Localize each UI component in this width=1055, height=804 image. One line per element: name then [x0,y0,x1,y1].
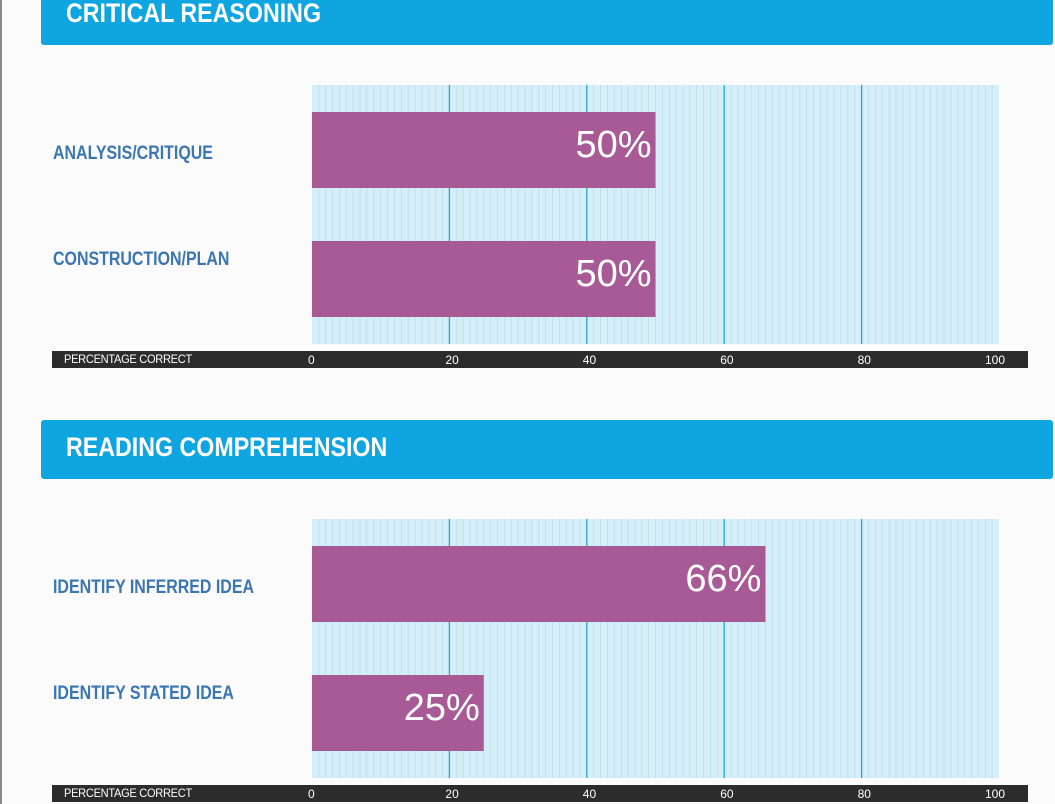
x-axis-bar: PERCENTAGE CORRECT 0 20 40 60 80 100 [52,785,1028,802]
bar-value-label: 66% [685,558,761,600]
x-tick-label: 100 [985,787,1006,801]
x-tick-label: 80 [857,787,871,801]
bar-1 [312,112,656,188]
x-tick-label: 0 [308,787,315,801]
x-tick-label: 0 [308,353,315,367]
bar-chart-reading-comprehension: 66% 25% [312,519,999,778]
section-title: READING COMPREHENSION [66,432,388,462]
x-axis-bar: PERCENTAGE CORRECT 0 20 40 60 80 100 [52,351,1028,368]
category-label-construction-plan: CONSTRUCTION/PLAN [53,249,230,270]
x-tick-label: 80 [857,353,871,367]
category-label-identify-stated-idea: IDENTIFY STATED IDEA [53,683,234,704]
category-label-identify-inferred-idea: IDENTIFY INFERRED IDEA [53,577,254,598]
bar-value-label: 25% [404,687,480,729]
bar-2 [312,675,484,751]
bar-value-label: 50% [575,124,651,166]
x-tick-label: 40 [582,787,597,801]
x-axis-title: PERCENTAGE CORRECT [64,352,192,366]
x-axis-title: PERCENTAGE CORRECT [64,786,192,800]
category-label-analysis-critique: ANALYSIS/CRITIQUE [53,143,213,164]
section-header-reading-comprehension: READING COMPREHENSION [41,420,1053,479]
section-header-critical-reasoning: CRITICAL REASONING [41,0,1053,45]
x-tick-label: 100 [985,353,1006,367]
bar-1 [312,546,766,622]
left-border [0,0,2,804]
x-tick-label: 20 [445,353,459,367]
x-tick-label: 40 [582,353,597,367]
bar-value-label: 50% [575,253,651,295]
x-tick-label: 60 [720,787,734,801]
bar-2 [312,241,656,317]
bar-chart-critical-reasoning: 50% 50% [312,85,999,344]
x-tick-label: 20 [445,787,459,801]
x-tick-label: 60 [720,353,734,367]
section-title: CRITICAL REASONING [66,0,322,28]
